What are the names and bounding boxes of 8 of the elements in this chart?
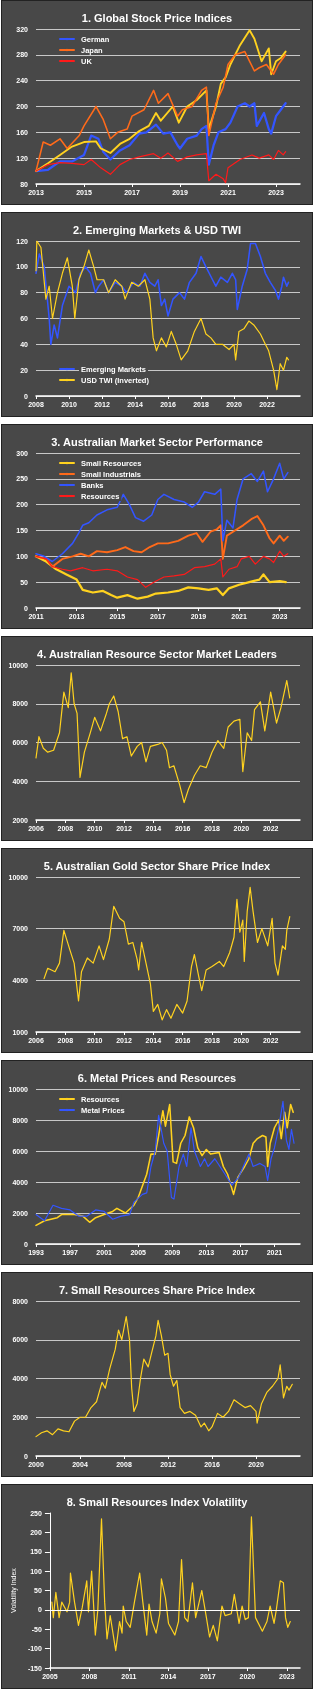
chart-title: 6. Metal Prices and Resources xyxy=(77,1071,237,1084)
chart-title: 4. Australian Resource Sector Market Leaders xyxy=(37,647,277,660)
chart-title: 8. Small Resources Index Volatility xyxy=(66,1495,249,1508)
chart-title: 2. Emerging Markets & USD TWI xyxy=(72,223,242,236)
chart-title: 5. Australian Gold Sector Share Price Index xyxy=(43,859,272,872)
chart-title: 3. Australian Market Sector Performance xyxy=(51,435,263,448)
chart-title: 1. Global Stock Price Indices xyxy=(81,11,233,24)
chart-title: 7. Small Resources Share Price Index xyxy=(58,1283,257,1296)
